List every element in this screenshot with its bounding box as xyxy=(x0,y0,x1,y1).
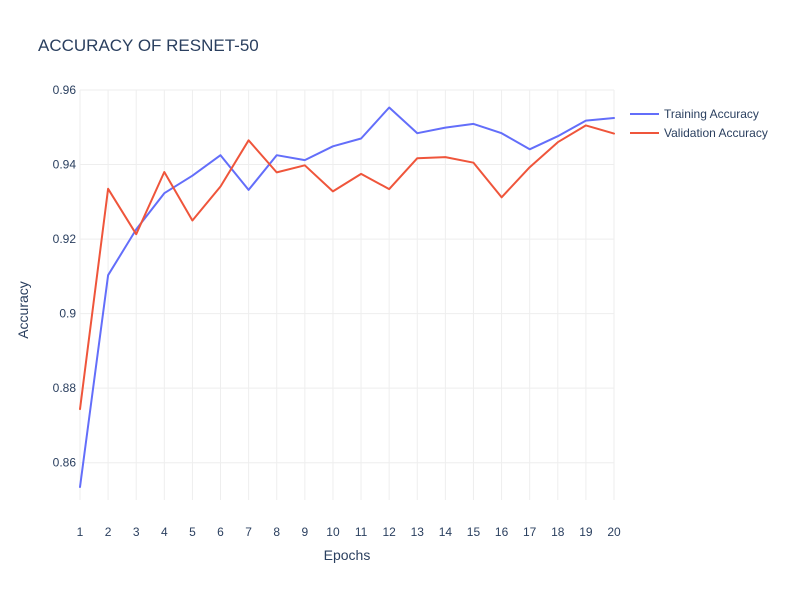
series-layer xyxy=(79,106,615,488)
x-tick-label: 11 xyxy=(355,525,368,539)
series-line-training-accuracy xyxy=(79,106,615,488)
y-tick-label: 0.94 xyxy=(53,158,77,172)
y-tick-label: 0.86 xyxy=(53,456,77,470)
y-tick-label: 0.88 xyxy=(53,381,77,395)
x-tick-label: 20 xyxy=(607,525,621,539)
x-tick-label: 18 xyxy=(551,525,565,539)
series-line-validation-accuracy xyxy=(79,124,615,411)
x-tick-label: 8 xyxy=(273,525,280,539)
x-tick-label: 7 xyxy=(245,525,252,539)
y-axis-title: Accuracy xyxy=(15,281,31,339)
grid-layer xyxy=(79,89,615,500)
x-tick-label: 5 xyxy=(189,525,196,539)
x-tick-label: 13 xyxy=(411,525,425,539)
y-tick-label: 0.96 xyxy=(53,83,77,97)
x-tick-label: 12 xyxy=(382,525,396,539)
x-tick-label: 15 xyxy=(467,525,481,539)
x-tick-label: 14 xyxy=(439,525,453,539)
x-tick-label: 17 xyxy=(523,525,537,539)
x-tick-label: 19 xyxy=(579,525,593,539)
x-tick-label: 10 xyxy=(326,525,340,539)
x-tick-label: 4 xyxy=(161,525,168,539)
x-axis-ticks: 1 2 3 4 5 6 7 8 9 10 11 12 13 14 15 16 17 18 19 20 xyxy=(77,525,621,539)
x-tick-label: 3 xyxy=(133,525,140,539)
x-tick-label: 16 xyxy=(495,525,509,539)
x-axis-title: Epochs xyxy=(324,547,371,563)
x-tick-label: 6 xyxy=(217,525,224,539)
y-tick-label: 0.9 xyxy=(59,307,76,321)
y-tick-label: 0.92 xyxy=(53,232,77,246)
x-tick-label: 2 xyxy=(105,525,112,539)
x-tick-label: 1 xyxy=(77,525,84,539)
x-tick-label: 9 xyxy=(301,525,308,539)
chart-title: ACCURACY OF RESNET-50 xyxy=(38,36,259,55)
y-axis-ticks: 0.86 0.88 0.9 0.92 0.94 0.96 xyxy=(53,83,77,470)
legend-label: Training Accuracy xyxy=(664,107,759,121)
legend-label: Validation Accuracy xyxy=(664,126,768,140)
legend: Training Accuracy Validation Accuracy xyxy=(630,107,768,140)
